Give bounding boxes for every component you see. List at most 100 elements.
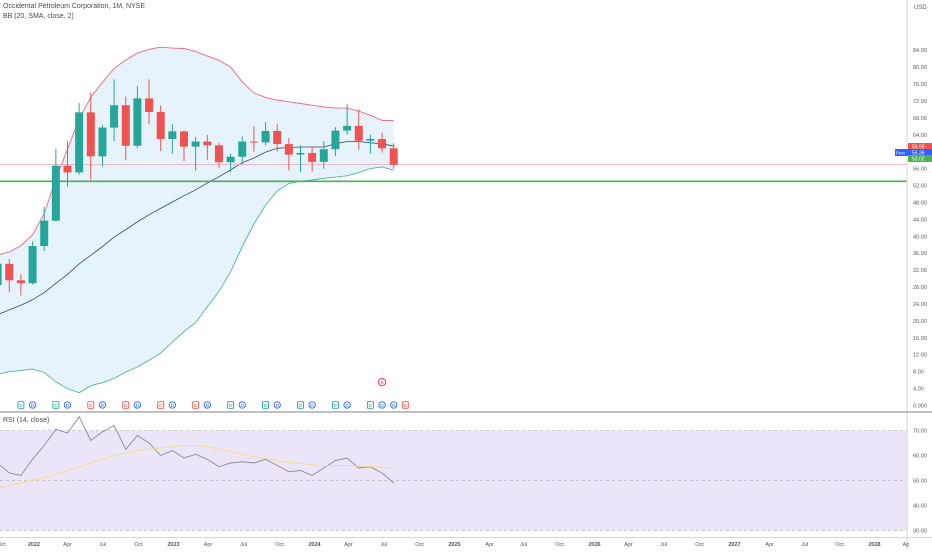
candle[interactable] [273,124,282,152]
candle[interactable] [343,104,352,135]
earnings-marker-label: E [264,403,267,409]
candle[interactable] [5,259,14,293]
price-tick-label: 56.00 [913,167,927,173]
dividend-marker[interactable]: D [28,401,37,409]
dividend-marker[interactable]: D [343,401,351,409]
candle[interactable] [145,79,154,125]
candle[interactable] [354,109,363,150]
candle[interactable] [180,130,188,162]
candle[interactable] [249,126,258,152]
candle-body [156,111,165,140]
dividend-marker-label: D [275,403,279,409]
bollinger-lower-line[interactable] [0,166,394,394]
rsi-pane [0,415,907,531]
candle[interactable] [133,86,142,149]
earnings-marker[interactable]: E [262,401,269,409]
earnings-marker[interactable]: E [157,401,165,409]
time-tick-label: Oct [555,542,564,548]
candle[interactable] [389,143,398,169]
candle[interactable] [261,122,270,146]
earnings-marker[interactable]: E [192,401,200,409]
dividend-marker[interactable]: D [378,401,386,409]
price-tick-label: 76.00 [913,82,927,88]
price-tag-label: 56.36 [912,151,925,157]
candle[interactable] [226,153,235,173]
candle[interactable] [75,103,84,175]
split-marker[interactable]: S [377,377,387,387]
candle[interactable] [110,79,119,142]
price-tick-label: 12.00 [913,353,927,359]
price-tag[interactable]: 56.36 [908,149,932,157]
time-tick-label: 2025 [448,542,460,548]
candle[interactable] [203,134,212,160]
dividend-marker[interactable]: D [63,401,72,409]
candle[interactable] [63,141,72,187]
bollinger-basis-line[interactable] [0,141,394,315]
earnings-marker[interactable]: E [17,401,25,409]
earnings-marker[interactable]: E [332,401,339,409]
candle-body [145,98,154,112]
dividend-marker-label: D [101,403,105,409]
candle[interactable] [366,134,375,154]
earnings-marker[interactable]: E [122,401,130,409]
dividend-marker[interactable]: D [98,401,107,409]
price-tag-background [908,155,932,162]
candle[interactable] [0,258,2,287]
candle[interactable] [156,105,165,152]
candle-body [308,152,317,162]
candle[interactable] [238,136,247,165]
candle-body [389,148,398,165]
price-tag[interactable]: 53.02 [908,155,932,163]
price-tick-label: 16.00 [913,336,927,342]
earnings-marker[interactable]: E [401,401,409,409]
time-tick-label: Jul [801,542,808,548]
candle[interactable] [319,141,328,169]
candle[interactable] [191,136,200,171]
dividend-marker[interactable]: D [273,401,281,409]
bollinger-upper-line[interactable] [0,46,394,255]
dividend-marker[interactable]: D [238,401,246,409]
candle[interactable] [16,274,25,296]
earnings-marker-shape [401,401,409,409]
earnings-marker-shape [227,401,235,409]
earnings-marker[interactable]: E [87,401,95,409]
price-tag[interactable]: 56.98 [908,143,932,151]
candle[interactable] [214,143,223,168]
candle[interactable] [98,125,107,167]
price-tick-label: 4.00 [913,387,924,393]
candle[interactable] [40,206,49,252]
candle[interactable] [51,148,60,222]
candle[interactable] [28,241,37,285]
earnings-marker-label: E [19,403,22,409]
prev-close-tag[interactable]: Prev [895,149,908,156]
rsi-ma-line[interactable] [0,445,394,489]
symbol-legend[interactable]: Occidental Petroleum Corporation, 1M, NY… [3,3,146,10]
candle[interactable] [168,124,177,154]
dividend-marker-shape [63,401,72,409]
dividend-marker[interactable]: D [308,401,316,409]
dividend-marker[interactable]: D [168,401,177,409]
earnings-marker[interactable]: E [227,401,235,409]
earnings-marker[interactable]: E [366,401,374,409]
dividend-marker[interactable]: D [203,401,211,409]
candle[interactable] [331,127,340,156]
price-tick-label: 20.00 [913,319,927,325]
candle[interactable] [296,145,305,173]
dividend-marker-shape [390,401,398,409]
bb-legend[interactable]: BB (20, SMA, close, 2) [3,13,74,20]
candle[interactable] [284,138,293,171]
price-scale-background [907,0,932,550]
candle[interactable] [86,92,95,180]
dividend-marker-label: D [310,403,314,409]
dividend-marker[interactable]: D [133,401,142,409]
candle[interactable] [121,96,130,161]
earnings-marker[interactable]: E [52,401,60,409]
candle-body [40,220,49,247]
candle[interactable] [308,146,317,172]
rsi-legend[interactable]: RSI (14, close) [3,417,50,424]
candle[interactable] [378,132,387,153]
dividend-marker[interactable]: D [390,401,398,409]
earnings-marker[interactable]: E [297,401,304,409]
